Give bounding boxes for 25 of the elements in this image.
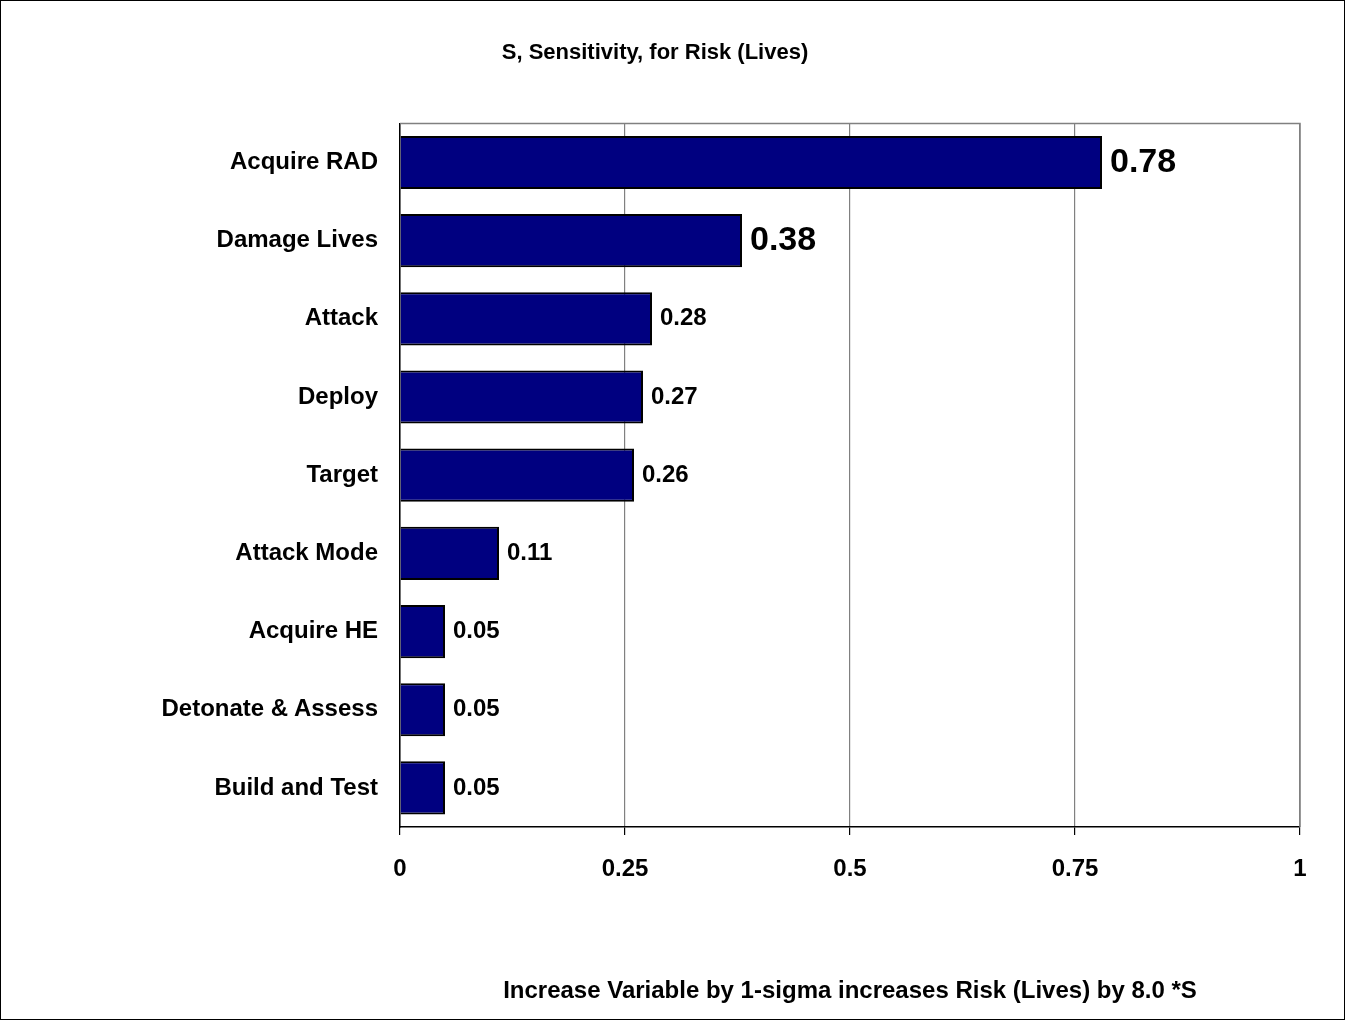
data-label: 0.11 [507,538,553,565]
x-tick-label: 1 [1293,854,1307,882]
y-tick-label: Attack Mode [235,538,378,565]
data-label: 0.26 [642,459,689,487]
x-tick-label: 0 [393,854,407,882]
y-tick-label: Attack [304,303,379,331]
y-tick-label: Detonate & Assess [161,694,378,722]
data-label: 0.38 [750,219,817,258]
x-axis-title: Increase Variable by 1-sigma increases Risk (Lives) by 8.0 *S [503,976,1197,1004]
y-tick-label: Acquire RAD [229,147,378,175]
chart-title: S, Sensitivity, for Risk (Lives) [501,39,809,65]
y-tick-label: Damage Lives [216,225,378,253]
data-label: 0.05 [453,772,500,800]
data-label: 0.27 [651,381,698,409]
data-label: 0.28 [660,303,707,331]
data-label: 0.05 [453,616,500,644]
y-tick-label: Acquire HE [248,616,378,644]
y-tick-label: Build and Test [214,772,378,800]
x-tick-label: 0.75 [1051,854,1099,882]
x-tick-label: 0.5 [833,854,867,882]
y-tick-label: Target [306,459,378,487]
data-label: 0.05 [453,694,500,722]
y-tick-label: Deploy [297,381,379,409]
data-label: 0.78 [1110,140,1177,179]
x-tick-label: 0.25 [601,854,649,882]
